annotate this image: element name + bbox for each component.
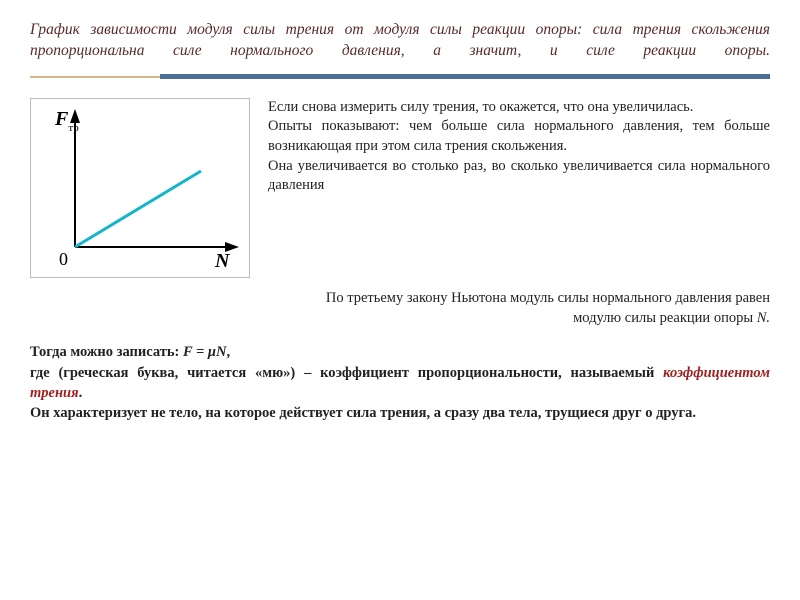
- x-axis-label: N: [214, 250, 231, 272]
- below-line-1: По третьему закону Ньютона модуль силы н…: [326, 290, 770, 306]
- mid-row: Fтр 0 N Если снова измерить силу трения,…: [30, 98, 770, 278]
- chart-line: [75, 171, 201, 247]
- right-paragraphs: Если снова измерить силу трения, то окаж…: [268, 98, 770, 196]
- y-axis-arrow: [70, 109, 80, 123]
- right-para-1: Если снова измерить силу трения, то окаж…: [268, 98, 770, 118]
- bottom-line-2-suffix: .: [79, 385, 83, 401]
- divider: [30, 74, 770, 80]
- bottom-formula: F = μN: [183, 344, 226, 360]
- bottom-line-1-prefix: Тогда можно записать:: [30, 344, 183, 360]
- bottom-block: Тогда можно записать: F = μN, где (грече…: [30, 342, 770, 423]
- slide-title: График зависимости модуля силы трения от…: [30, 20, 770, 62]
- friction-chart-svg: Fтр 0 N: [31, 99, 251, 279]
- bottom-line-1-suffix: ,: [226, 344, 230, 360]
- divider-left: [30, 76, 160, 78]
- below-line-2-prefix: модулю силы реакции опоры: [573, 310, 757, 326]
- slide-root: График зависимости модуля силы трения от…: [0, 0, 800, 600]
- bottom-line-3: Он характеризует не тело, на которое дей…: [30, 405, 696, 421]
- divider-right: [160, 74, 770, 79]
- bottom-line-2-prefix: где (греческая буква, читается «мю») – к…: [30, 365, 663, 381]
- friction-chart: Fтр 0 N: [30, 98, 250, 278]
- right-para-3: Она увеличивается во столько раз, во ско…: [268, 157, 770, 196]
- below-line-2-var: N.: [757, 310, 770, 326]
- right-para-2: Опыты показывают: чем больше сила нормал…: [268, 117, 770, 156]
- below-chart-text: По третьему закону Ньютона модуль силы н…: [30, 288, 770, 329]
- origin-label: 0: [59, 249, 68, 269]
